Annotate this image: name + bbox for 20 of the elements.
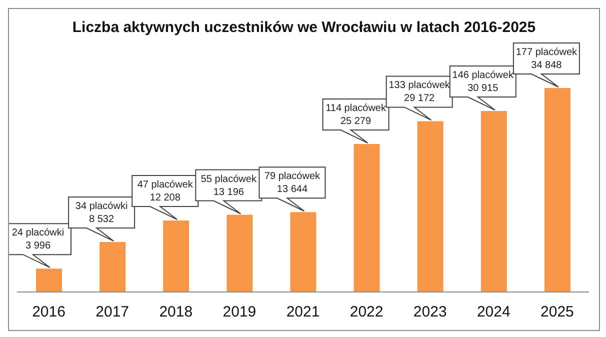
- x-tick-label: 2024: [476, 304, 510, 321]
- data-label: 55 placówek 13 196: [200, 174, 258, 198]
- data-label: 114 placówek 25 279: [326, 103, 387, 128]
- data-label: 146 placówek 30 915: [452, 70, 514, 94]
- x-tick-label: 2016: [32, 304, 66, 321]
- bar: [36, 268, 62, 292]
- chart-title: Liczba aktywnych uczestników we Wrocławiu w latach 2016-2025: [71, 19, 537, 36]
- x-tick-label: 2019: [222, 304, 256, 321]
- data-label: 24 placówki 3 996: [12, 228, 64, 252]
- x-tick-label: 2018: [159, 304, 193, 321]
- data-label: 79 placówek 13 644: [264, 171, 322, 196]
- data-label: 34 placówki 8 532: [75, 201, 128, 226]
- x-tick-label: 2017: [96, 304, 130, 321]
- x-tick-label: 2025: [540, 304, 574, 321]
- x-tick-label: 2022: [350, 304, 384, 321]
- data-label: 133 placówek 29 172: [388, 80, 451, 104]
- x-tick-label: 2023: [413, 304, 447, 321]
- x-tick-label: 2021: [286, 304, 320, 321]
- data-label: 47 placówek 12 208: [137, 180, 194, 204]
- data-label: 177 placówek 34 848: [516, 47, 578, 71]
